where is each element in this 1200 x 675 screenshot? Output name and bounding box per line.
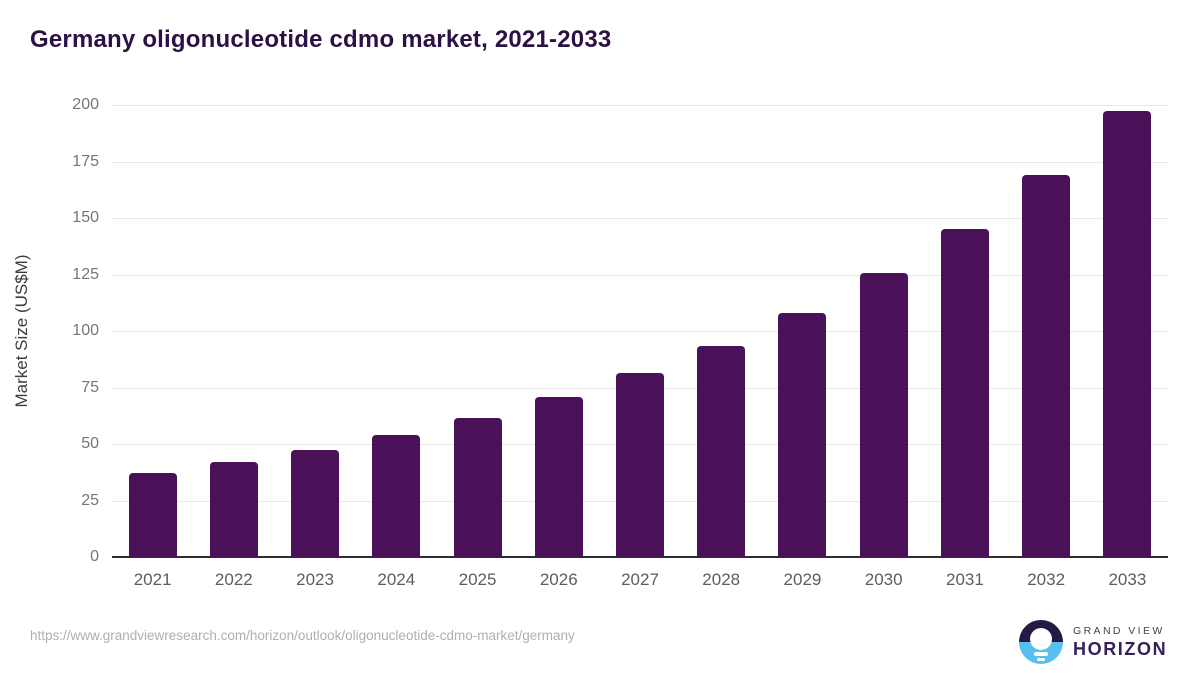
logo-sun-shape [1030, 628, 1052, 650]
bar-2031 [940, 229, 989, 557]
y-axis-title: Market Size (US$M) [12, 254, 31, 408]
bar-2029 [778, 312, 827, 557]
grand-view-horizon-logo-icon [1019, 620, 1063, 664]
y-tick-label-25: 25 [81, 491, 99, 509]
bar-2024 [372, 434, 421, 557]
gridline-175 [112, 161, 1168, 163]
x-tick-label-2032: 2032 [1027, 570, 1066, 589]
x-tick-label-2027: 2027 [621, 570, 659, 589]
x-tick-label-2033: 2033 [1108, 570, 1147, 589]
bar-2026 [534, 396, 583, 557]
x-tick-label-2023: 2023 [296, 570, 334, 589]
logo-reflection-shape [1037, 658, 1045, 661]
x-tick-label-2031: 2031 [946, 570, 984, 589]
bar-2025 [453, 418, 502, 557]
bar-2032 [1022, 175, 1071, 557]
x-tick-label-2025: 2025 [458, 570, 497, 589]
brand-logo: GRAND VIEW HORIZON [1019, 620, 1167, 664]
gridline-200 [112, 105, 1168, 106]
y-tick-label-100: 100 [72, 322, 99, 339]
gridline-100 [112, 331, 1168, 332]
x-tick-label-2028: 2028 [702, 570, 741, 589]
chart-title: Germany oligonucleotide cdmo market, 202… [30, 26, 612, 53]
logo-reflection-shape [1034, 652, 1048, 656]
source-url: https://www.grandviewresearch.com/horizo… [30, 628, 575, 643]
x-tick-label-2026: 2026 [539, 570, 578, 589]
x-tick-label-2022: 2022 [214, 570, 253, 589]
gridline-150 [112, 218, 1168, 219]
logo-brand-name: GRAND VIEW [1073, 624, 1165, 637]
x-axis-line [112, 556, 1168, 558]
y-tick-label-0: 0 [90, 548, 99, 565]
x-tick-label-2021: 2021 [133, 570, 172, 589]
y-tick-label-50: 50 [81, 435, 99, 452]
y-tick-label-125: 125 [72, 265, 99, 283]
y-tick-label-75: 75 [81, 378, 99, 396]
bar-2022 [209, 462, 258, 557]
bar-chart-plot-area: 0 25 50 75 100 125 150 175 200 2021 2022 2023 2024 20… [72, 96, 1168, 589]
y-tick-label-200: 200 [72, 96, 99, 113]
x-tick-label-2029: 2029 [783, 570, 822, 589]
bar-2028 [697, 345, 746, 557]
x-tick-label-2024: 2024 [377, 570, 416, 589]
gridline-125 [112, 274, 1168, 276]
y-tick-label-175: 175 [72, 152, 99, 170]
bar-2023 [291, 449, 340, 557]
bar-2033 [1103, 110, 1152, 557]
y-tick-label-150: 150 [72, 209, 99, 226]
logo-text: GRAND VIEW HORIZON [1073, 625, 1167, 660]
x-tick-label-2030: 2030 [864, 570, 903, 589]
bar-2027 [616, 372, 664, 557]
logo-product-name: HORIZON [1073, 638, 1168, 659]
bar-2021 [128, 473, 177, 557]
bar-2030 [859, 273, 908, 557]
